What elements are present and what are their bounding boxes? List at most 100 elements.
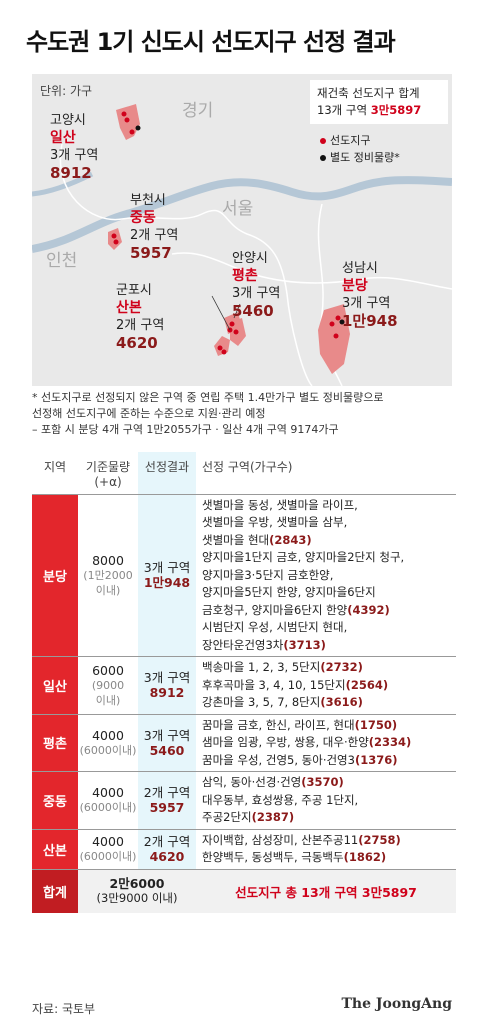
row-result-households: 5460 bbox=[149, 742, 185, 758]
district-city: 군포시 bbox=[116, 283, 152, 298]
black-dot-icon bbox=[320, 155, 326, 161]
zone-text: 장안타운건영3차 bbox=[202, 637, 284, 652]
district-zones: 2개 구역 bbox=[116, 318, 165, 333]
row-result: 2개 구역 4620 bbox=[138, 829, 196, 870]
row-base-value: 4000 bbox=[92, 727, 124, 743]
district-name: 분당 bbox=[342, 278, 368, 294]
header-base: 기준물량 (+α) bbox=[78, 452, 138, 495]
row-region: 중동 bbox=[32, 771, 78, 830]
zone-text: 백송마을 1, 2, 3, 5단지 bbox=[202, 660, 321, 674]
row-zones: 샛별마을 동성, 샛별마을 라이프, 샛별마을 우방, 샛별마을 삼부, 샛별마을 … bbox=[196, 494, 456, 657]
marker-red bbox=[229, 321, 235, 327]
zone-text: 주공2단지 bbox=[202, 810, 252, 824]
zone-text: 삼익, 동아·선경·건영 bbox=[202, 775, 302, 789]
district-name: 산본 bbox=[116, 300, 142, 316]
marker-black bbox=[339, 319, 345, 325]
footnote-line: – 포함 시 분당 4개 구역 1만2055가구 · 일산 4개 구역 9174… bbox=[32, 423, 339, 436]
row-region: 산본 bbox=[32, 829, 78, 870]
legend-separate: 별도 정비물량* bbox=[330, 151, 400, 164]
district-households: 5957 bbox=[130, 244, 172, 262]
row-result-zones: 3개 구역 bbox=[143, 670, 191, 686]
row-base: 4000 (6000이내) bbox=[78, 771, 138, 830]
river-branch bbox=[32, 171, 94, 197]
row-base: 6000 (9000 이내) bbox=[78, 656, 138, 715]
row-result: 3개 구역 5460 bbox=[138, 714, 196, 772]
row-base-sub2: 이내) bbox=[95, 693, 121, 707]
marker-red bbox=[221, 349, 227, 355]
row-base-sub: (6000이내) bbox=[79, 801, 137, 815]
zone-line: 자이백합, 삼성장미, 산본주공11(2758) bbox=[202, 832, 456, 850]
zone-text: 샛별마을 동성, 샛별마을 라이프, bbox=[202, 497, 358, 512]
zone-line: 금호청구, 양지마을6단지 한양(4392) bbox=[202, 602, 456, 620]
zone-text: 자이백합, 삼성장미, 산본주공11 bbox=[202, 832, 359, 847]
row-result-zones: 2개 구역 bbox=[143, 834, 191, 849]
header-region: 지역 bbox=[32, 452, 78, 495]
row-zones: 백송마을 1, 2, 3, 5단지(2732) 후후곡마을 3, 4, 10, 1… bbox=[196, 656, 456, 715]
zone-count: (3616) bbox=[320, 695, 363, 709]
district-name: 평촌 bbox=[232, 268, 258, 284]
zone-line: 주공2단지(2387) bbox=[202, 809, 456, 827]
row-result-households: 5957 bbox=[149, 800, 185, 816]
zone-line: 샛별마을 우방, 샛별마을 삼부, bbox=[202, 514, 456, 532]
district-label-jungdong: 부천시 중동 2개 구역 5957 bbox=[130, 192, 178, 263]
zone-text: 대우동부, 효성쌍용, 주공 1단지, bbox=[202, 792, 359, 807]
zone-line: 양지마을3·5단지 금호한양, bbox=[202, 567, 456, 585]
marker-red bbox=[124, 117, 130, 123]
row-region: 분당 bbox=[32, 494, 78, 657]
row-base-value: 8000 bbox=[92, 552, 124, 568]
zone-line: 샛별마을 현대(2843) bbox=[202, 532, 456, 550]
marker-red bbox=[233, 329, 239, 335]
row-result-zones: 3개 구역 bbox=[143, 727, 191, 743]
district-label-pyeongchon: 안양시 평촌 3개 구역 5460 bbox=[232, 250, 280, 321]
header-result: 선정결과 bbox=[138, 452, 196, 495]
row-base-value: 4000 bbox=[92, 834, 124, 849]
zone-text: 후후곡마을 3, 4, 10, 15단지 bbox=[202, 677, 346, 692]
zone-count: (2564) bbox=[345, 677, 389, 692]
row-result: 3개 구역 8912 bbox=[138, 656, 196, 715]
row-base: 4000 (6000이내) bbox=[78, 829, 138, 870]
row-base-sub: (9000 bbox=[91, 678, 125, 692]
zone-line: 후후곡마을 3, 4, 10, 15단지(2564) bbox=[202, 677, 456, 695]
row-result: 2개 구역 5957 bbox=[138, 771, 196, 830]
zone-count: (3713) bbox=[283, 637, 326, 652]
row-result-households: 4620 bbox=[149, 849, 185, 864]
map-graphic bbox=[32, 104, 452, 386]
row-result-zones: 3개 구역 bbox=[143, 560, 191, 576]
row-region: 평촌 bbox=[32, 714, 78, 772]
district-households: 8912 bbox=[50, 164, 92, 182]
footnotes: * 선도지구로 선정되지 않은 구역 중 연립 주택 1.4만가구 별도 정비물… bbox=[32, 390, 452, 438]
zone-text: 금호청구, 양지마을6단지 한양 bbox=[202, 602, 348, 617]
legend: 선도지구 별도 정비물량* bbox=[320, 132, 400, 166]
zone-line: 양지마을5단지 한양, 양지마을6단지 bbox=[202, 584, 456, 602]
district-name: 일산 bbox=[50, 130, 76, 146]
boundary-line bbox=[59, 143, 313, 386]
total-row: 합계 2만6000 (3만9000 이내) 선도지구 총 13개 구역 3만589… bbox=[32, 869, 456, 913]
zone-text: 양지마을5단지 한양, 양지마을6단지 bbox=[202, 585, 376, 599]
zone-line: 강촌마을 3, 5, 7, 8단지(3616) bbox=[202, 694, 456, 712]
leader-line bbox=[233, 303, 241, 319]
row-result-zones: 2개 구역 bbox=[143, 785, 191, 801]
row-base: 4000 (6000이내) bbox=[78, 714, 138, 772]
zone-line: 샘마을 임광, 우방, 쌍용, 대우·한양(2334) bbox=[202, 734, 456, 752]
marker-black bbox=[135, 125, 141, 131]
row-base-sub: (1만2000 bbox=[83, 568, 133, 582]
zone-line: 시범단지 우성, 시범단지 현대, bbox=[202, 619, 456, 637]
summary-box: 재건축 선도지구 합계 13개 구역 3만5897 bbox=[310, 80, 448, 124]
district-zones: 3개 구역 bbox=[232, 286, 281, 301]
footnote-line: * 선도지구로 선정되지 않은 구역 중 연립 주택 1.4만가구 별도 정비물… bbox=[32, 391, 384, 404]
district-city: 성남시 bbox=[342, 261, 378, 276]
han-river bbox=[32, 176, 452, 253]
row-base-value: 6000 bbox=[92, 662, 124, 678]
zone-text: 꿈마을 금호, 한신, 라이프, 현대 bbox=[202, 717, 355, 732]
zone-text: 시범단지 우성, 시범단지 현대, bbox=[202, 620, 348, 634]
row-base-sub2: 이내) bbox=[95, 583, 121, 597]
table-body: 분당 8000 (1만2000 이내) 3개 구역 1만948 샛별마을 동성, 샛별마을 … bbox=[32, 494, 456, 870]
summary-line1: 재건축 선도지구 합계 bbox=[317, 86, 420, 100]
region-label-seoul: 서울 bbox=[222, 199, 254, 219]
total-label: 합계 bbox=[32, 869, 78, 913]
header-base-label: 기준물량 bbox=[85, 460, 131, 474]
header-base-sub: (+α) bbox=[94, 475, 122, 489]
row-base-sub: (6000이내) bbox=[79, 743, 137, 757]
region-label-gyeonggi: 경기 bbox=[182, 101, 214, 121]
district-label-sanbon: 군포시 산본 2개 구역 4620 bbox=[116, 282, 164, 353]
